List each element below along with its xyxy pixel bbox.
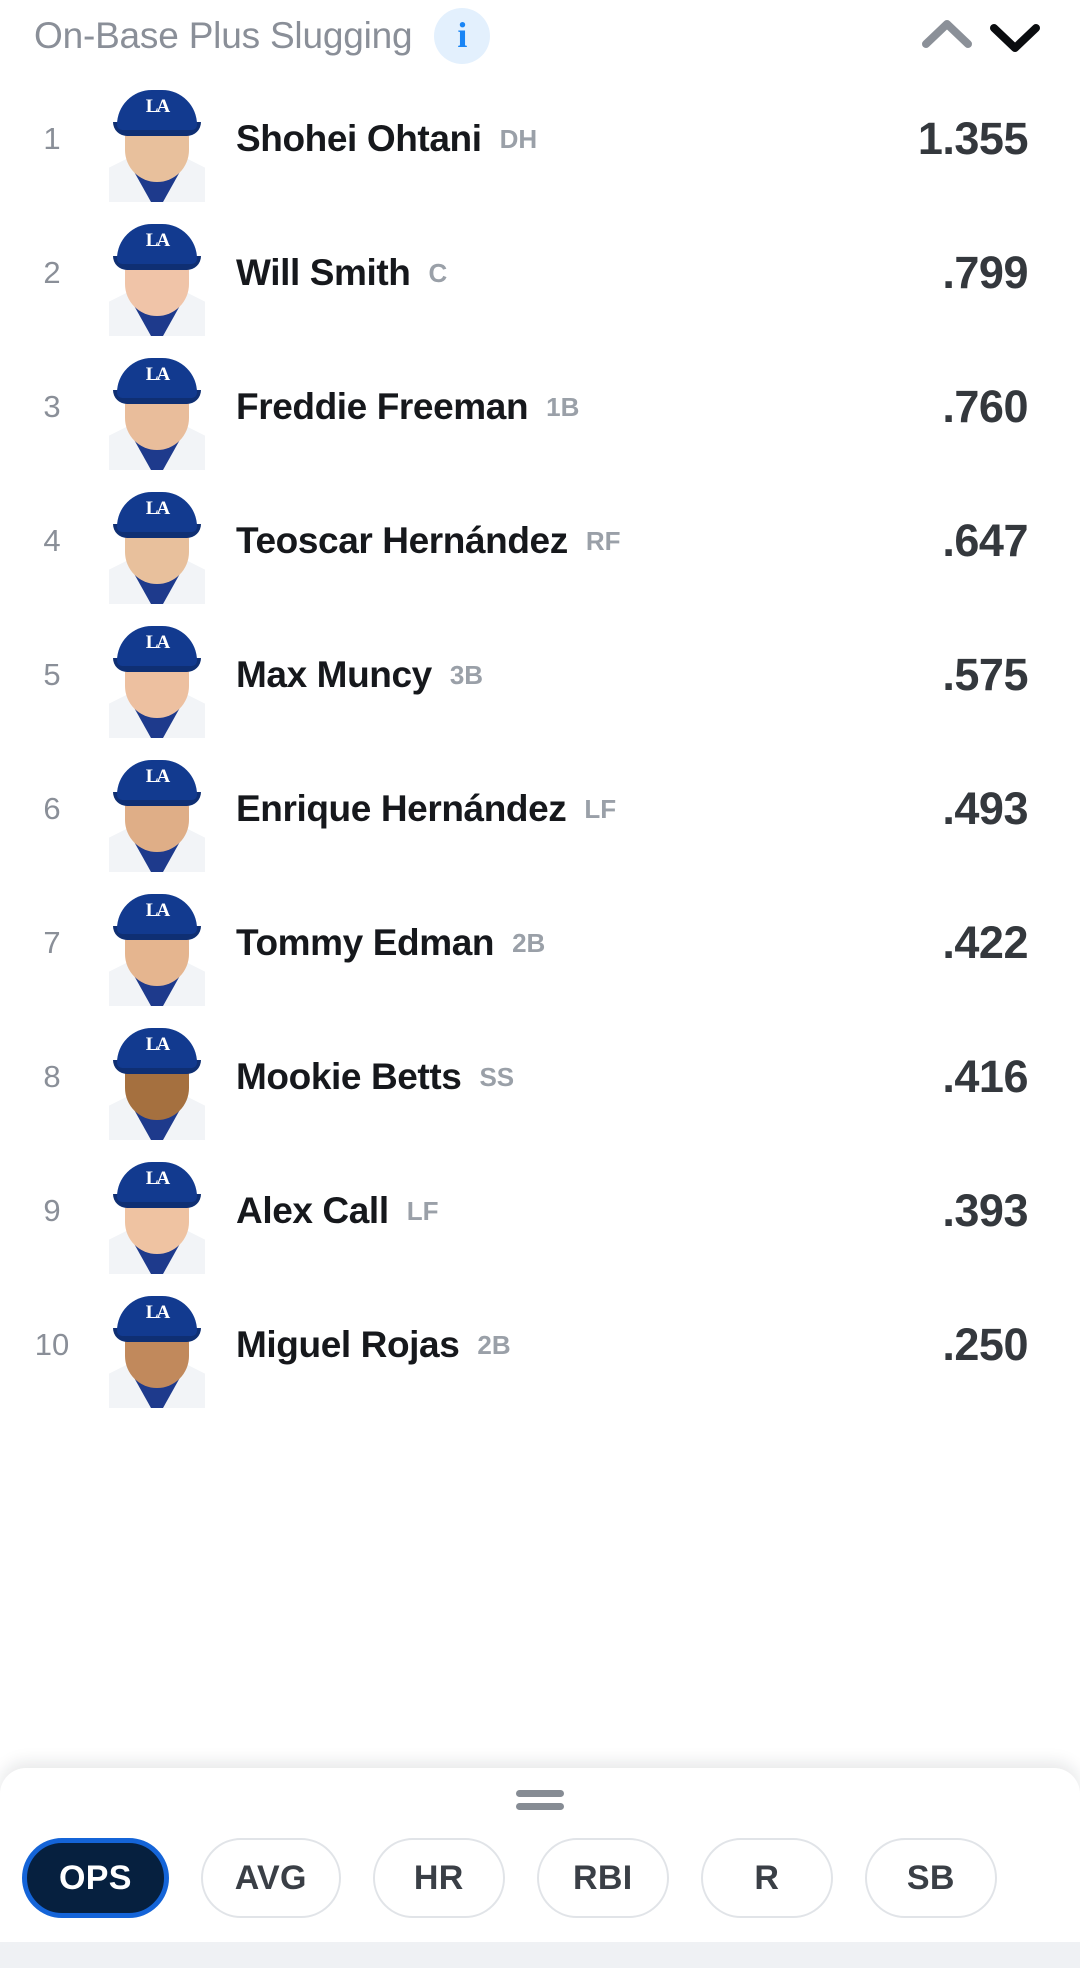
rank-number: 1 <box>43 121 61 156</box>
rank-number: 3 <box>43 389 61 424</box>
drag-handle[interactable] <box>516 1790 564 1816</box>
rank-number: 6 <box>43 791 61 826</box>
stat-value: .760 <box>942 381 1028 432</box>
stat-chip-rbi[interactable]: RBI <box>536 1838 669 1918</box>
stat-value: 1.355 <box>917 113 1029 164</box>
table-row[interactable]: 3 LA Freddie Freeman 1B .760 <box>0 340 1080 474</box>
player-headshot: LA <box>104 1278 210 1412</box>
team-cap-logo: LA <box>145 96 170 117</box>
stat-value: .493 <box>942 783 1028 834</box>
table-row[interactable]: 10 LA Miguel Rojas 2B .250 <box>0 1278 1080 1412</box>
stat-chip-r[interactable]: R <box>700 1838 833 1918</box>
stat-value: .393 <box>942 1185 1028 1236</box>
player-name: Shohei Ohtani <box>236 118 482 159</box>
player-name: Teoscar Hernández <box>236 520 568 561</box>
player-name: Enrique Hernández <box>236 788 567 829</box>
sort-controls <box>916 10 1046 62</box>
chevron-up-icon[interactable] <box>916 10 978 62</box>
stat-value: .799 <box>942 247 1028 298</box>
rank-number: 9 <box>43 1193 61 1228</box>
table-row[interactable]: 7 LA Tommy Edman 2B .422 <box>0 876 1080 1010</box>
player-headshot: LA <box>104 1144 210 1278</box>
table-row[interactable]: 9 LA Alex Call LF .393 <box>0 1144 1080 1278</box>
player-position: 2B <box>477 1329 511 1360</box>
team-cap-logo: LA <box>145 1168 170 1189</box>
stat-value: .422 <box>942 917 1028 968</box>
player-position: SS <box>479 1061 515 1092</box>
player-headshot: LA <box>104 742 210 876</box>
team-cap-logo: LA <box>145 1302 170 1323</box>
player-headshot: LA <box>104 72 210 206</box>
team-cap-logo: LA <box>145 1034 170 1055</box>
table-row[interactable]: 6 LA Enrique Hernández LF .493 <box>0 742 1080 876</box>
drag-handle-bar <box>516 1803 564 1810</box>
table-row[interactable]: 1 LA Shohei Ohtani DH 1.355 <box>0 72 1080 206</box>
team-cap-logo: LA <box>145 230 170 251</box>
table-row[interactable]: 8 LA Mookie Betts SS .416 <box>0 1010 1080 1144</box>
player-headshot: LA <box>104 608 210 742</box>
player-position: LF <box>406 1195 439 1226</box>
rank-number: 5 <box>43 657 61 692</box>
page-title: On-Base Plus Slugging <box>34 15 413 56</box>
rank-number: 2 <box>43 255 61 290</box>
player-position: RF <box>585 525 621 556</box>
rank-number: 10 <box>34 1327 70 1362</box>
info-glyph: i <box>457 15 468 55</box>
leaderboard-header: On-Base Plus Slugging i <box>0 0 1080 72</box>
team-cap-logo: LA <box>145 632 170 653</box>
table-row[interactable]: 4 LA Teoscar Hernández RF .647 <box>0 474 1080 608</box>
team-cap-logo: LA <box>145 364 170 385</box>
chevron-down-icon[interactable] <box>984 10 1046 62</box>
player-headshot: LA <box>104 1010 210 1144</box>
player-headshot: LA <box>104 340 210 474</box>
info-icon[interactable]: i <box>434 8 491 64</box>
rank-number: 7 <box>43 925 61 960</box>
stat-value: .250 <box>942 1319 1028 1370</box>
drag-handle-bar <box>516 1790 564 1797</box>
team-cap-logo: LA <box>145 498 170 519</box>
rank-number: 4 <box>43 523 61 558</box>
rank-number: 8 <box>43 1059 61 1094</box>
table-row[interactable]: 2 LA Will Smith C .799 <box>0 206 1080 340</box>
player-headshot: LA <box>104 876 210 1010</box>
stat-chip-ops[interactable]: OPS <box>22 1838 169 1918</box>
player-name: Tommy Edman <box>236 922 495 963</box>
player-name: Alex Call <box>236 1190 389 1231</box>
player-position: LF <box>584 793 617 824</box>
player-position: C <box>428 257 448 288</box>
player-headshot: LA <box>104 474 210 608</box>
player-name: Will Smith <box>236 252 411 293</box>
player-name: Mookie Betts <box>236 1056 462 1097</box>
player-position: DH <box>499 123 538 154</box>
stat-chip-row[interactable]: OPS AVG HR RBI R SB <box>0 1832 1080 1924</box>
player-position: 2B <box>512 927 546 958</box>
player-headshot: LA <box>104 206 210 340</box>
stat-value: .575 <box>942 649 1028 700</box>
leaderboard-list[interactable]: 1 LA Shohei Ohtani DH 1.355 2 LA Will Smith C .79… <box>0 72 1080 1702</box>
player-name: Miguel Rojas <box>236 1324 460 1365</box>
player-position: 1B <box>546 391 580 422</box>
stat-selector-sheet: OPS AVG HR RBI R SB <box>0 1768 1080 1942</box>
stat-value: .647 <box>942 515 1028 566</box>
player-position: 3B <box>449 659 484 690</box>
stat-value: .416 <box>942 1051 1028 1102</box>
stat-chip-sb[interactable]: SB <box>864 1838 997 1918</box>
team-cap-logo: LA <box>145 900 170 921</box>
table-row[interactable]: 5 LA Max Muncy 3B .575 <box>0 608 1080 742</box>
stat-chip-hr[interactable]: HR <box>372 1838 505 1918</box>
footer-strip <box>0 1942 1080 1968</box>
player-name: Freddie Freeman <box>236 386 529 427</box>
team-cap-logo: LA <box>145 766 170 787</box>
stat-chip-avg[interactable]: AVG <box>200 1838 341 1918</box>
player-name: Max Muncy <box>236 654 432 695</box>
